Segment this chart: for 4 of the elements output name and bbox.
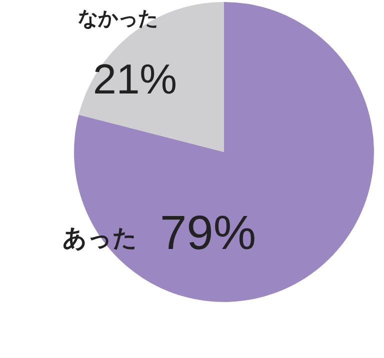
data-label: 79% [160, 207, 256, 260]
data-label: 21% [92, 56, 178, 103]
slice-label: あった [62, 224, 138, 252]
slice-label: なかった [78, 6, 158, 30]
